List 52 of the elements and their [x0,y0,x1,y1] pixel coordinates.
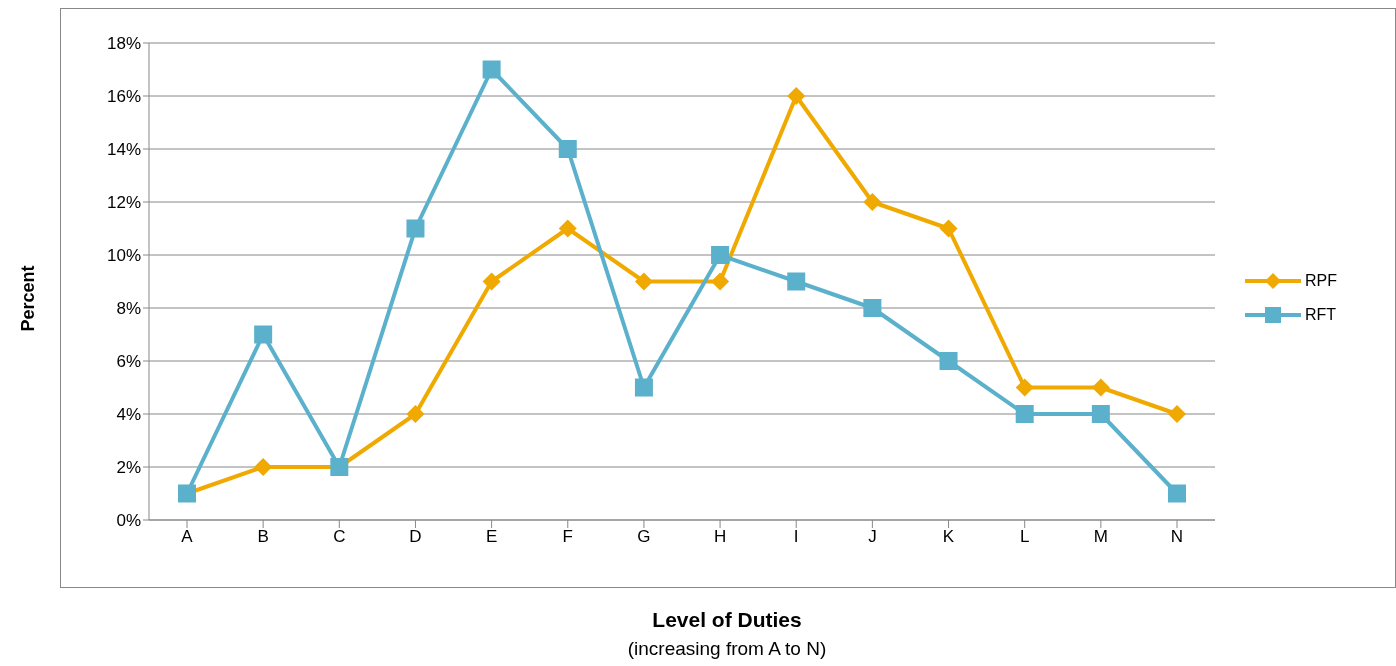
x-tick-label: B [257,527,269,547]
point [406,405,425,423]
x-tick-label: I [793,527,799,547]
x-tick-label: A [181,527,194,547]
x-tick-label: J [868,527,877,547]
x-tick-label: H [713,527,727,547]
point [1168,405,1186,423]
point [787,272,806,291]
x-axis-title: Level of Duties [651,608,803,632]
x-tick-label: F [562,527,573,547]
x-tick-label: M [1093,527,1108,547]
y-tick-label: 18% [106,34,141,54]
point [482,272,501,291]
legend-label: RFT [1305,306,1337,324]
x-tick-label: E [485,527,498,547]
point [558,140,577,158]
point [1091,405,1110,423]
y-tick-label: 14% [106,140,141,160]
x-tick-label: N [1170,527,1184,547]
point [406,219,425,238]
y-tick-label: 12% [106,193,141,213]
y-tick-label: 10% [106,246,141,266]
x-tick-label: C [333,527,346,547]
x-tick-label: D [409,527,422,547]
point [634,272,653,291]
y-axis-title: Percent [17,264,39,332]
point [634,378,653,397]
y-tick-label: 6% [116,352,141,372]
point [939,219,958,238]
y-tick-label: 4% [116,405,141,425]
point [711,272,730,291]
x-tick-label: G [637,527,651,547]
y-tick-label: 2% [116,458,141,478]
y-tick-label: 16% [106,87,141,107]
point [863,193,882,211]
point [939,352,958,370]
point [482,60,501,79]
point [1091,378,1110,397]
point [863,299,882,317]
x-tick-label: K [942,527,955,547]
legend-label: RPF [1305,272,1337,290]
point [254,325,273,344]
point [787,87,806,105]
point [1015,405,1034,423]
point [1015,378,1034,397]
point [1168,484,1186,503]
x-tick-label: L [1019,527,1030,547]
point [711,246,730,264]
y-tick-label: 8% [116,299,141,319]
y-tick-label: 0% [116,511,141,531]
text: (increasing from A to N) [626,638,828,660]
point [558,219,577,238]
